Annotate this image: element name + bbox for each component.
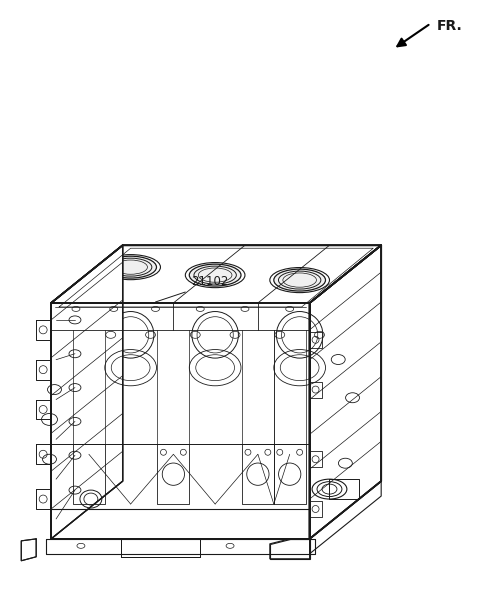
Polygon shape <box>51 245 123 539</box>
Polygon shape <box>270 539 310 559</box>
Ellipse shape <box>170 546 190 556</box>
Ellipse shape <box>80 490 102 508</box>
Ellipse shape <box>189 264 241 286</box>
Polygon shape <box>120 539 200 557</box>
Ellipse shape <box>274 269 325 291</box>
Polygon shape <box>51 245 381 303</box>
Polygon shape <box>21 539 36 560</box>
Text: FR.: FR. <box>437 19 463 33</box>
Ellipse shape <box>312 479 347 499</box>
Polygon shape <box>51 303 310 539</box>
Text: 21102: 21102 <box>192 275 229 288</box>
Ellipse shape <box>105 256 156 278</box>
Polygon shape <box>310 245 381 539</box>
